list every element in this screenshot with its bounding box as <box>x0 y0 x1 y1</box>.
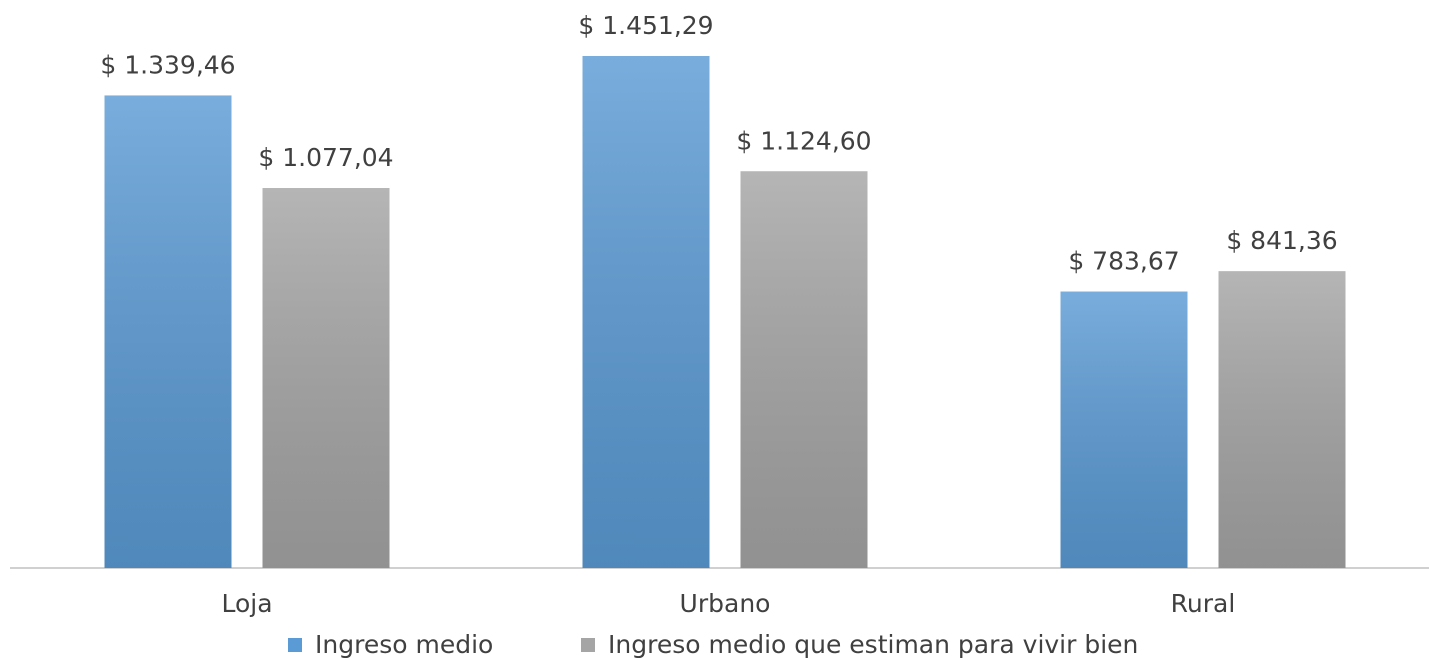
data-label: $ 1.124,60 <box>736 126 871 155</box>
bar-shade <box>262 188 390 569</box>
legend-label: Ingreso medio <box>315 630 493 659</box>
data-label: $ 1.077,04 <box>258 143 393 172</box>
data-label: $ 1.339,46 <box>100 50 235 79</box>
bar-shade <box>582 56 710 568</box>
bar-shade <box>1060 291 1188 568</box>
bar-shade <box>104 95 232 569</box>
bar-shade <box>740 171 868 569</box>
legend-swatch <box>581 638 595 652</box>
x-tick-label: Loja <box>221 589 272 618</box>
data-label: $ 841,36 <box>1226 226 1337 255</box>
legend-label: Ingreso medio que estiman para vivir bie… <box>608 630 1138 659</box>
legend-swatch <box>288 638 302 652</box>
x-tick-label: Rural <box>1171 589 1236 618</box>
data-label: $ 783,67 <box>1068 247 1179 276</box>
bar-shade <box>1218 271 1346 568</box>
x-tick-label: Urbano <box>680 589 771 618</box>
data-label: $ 1.451,29 <box>578 11 713 40</box>
